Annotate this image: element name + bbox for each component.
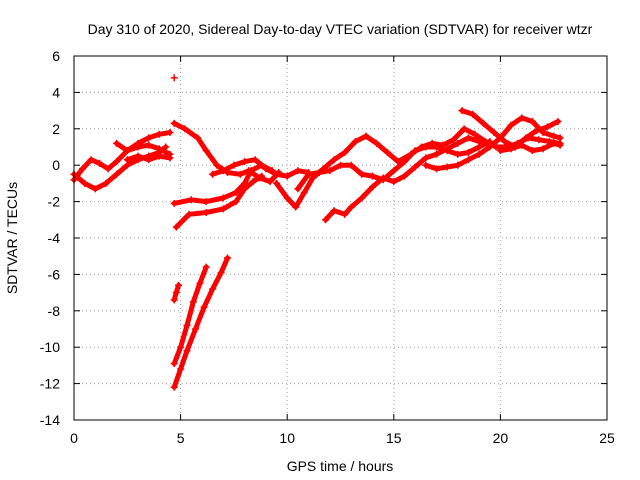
x-tick-label: 15: [386, 430, 402, 446]
series-line: [171, 264, 209, 367]
y-tick-label: 6: [52, 48, 60, 64]
y-axis-label: SDTVAR / TECUs: [4, 182, 20, 294]
grid: [74, 56, 607, 420]
data-series: [70, 74, 564, 391]
series-track-11: [322, 134, 494, 224]
x-tick-label: 20: [493, 430, 509, 446]
series-track-7: [172, 172, 266, 231]
y-tick-label: 2: [52, 121, 60, 137]
series-line: [171, 255, 230, 390]
series-track-8: [209, 156, 313, 180]
series-track-1: [70, 143, 170, 193]
y-tick-label: -12: [40, 376, 60, 392]
chart-title: Day 310 of 2020, Sidereal Day-to-day VTE…: [88, 21, 593, 37]
series-line: [114, 140, 173, 157]
plot-frame: [73, 55, 608, 421]
y-tick-label: -14: [40, 412, 60, 428]
series-track-15: [170, 281, 182, 304]
series-track-5: [170, 119, 283, 186]
series-track-14: [496, 139, 564, 155]
y-tick-label: -4: [48, 230, 61, 246]
x-tick-label: 5: [177, 430, 185, 446]
series-track-6: [170, 161, 276, 207]
y-tick-label: -8: [48, 303, 61, 319]
y-tick-label: -10: [40, 339, 60, 355]
y-tick-label: 0: [52, 157, 60, 173]
axis-ticks: 0 5 10 15 20 25 -14 -12 -10 -8 -6 -4 -2 0 2 4 6: [40, 48, 615, 446]
series-track-4: [123, 152, 174, 164]
y-tick-label: -6: [48, 266, 61, 282]
y-tick-label: -2: [48, 194, 61, 210]
x-tick-label: 10: [279, 430, 295, 446]
series-line: [71, 144, 169, 192]
series-line: [210, 157, 311, 179]
x-tick-label: 0: [70, 430, 78, 446]
x-axis-label: GPS time / hours: [287, 458, 394, 474]
y-tick-label: 4: [52, 84, 60, 100]
series-track-9: [273, 125, 564, 211]
series-track-13: [422, 114, 564, 173]
series-outlier: [170, 74, 178, 82]
series-track-17: [170, 254, 232, 391]
x-tick-label: 25: [599, 430, 615, 446]
series-track-16: [170, 263, 210, 368]
